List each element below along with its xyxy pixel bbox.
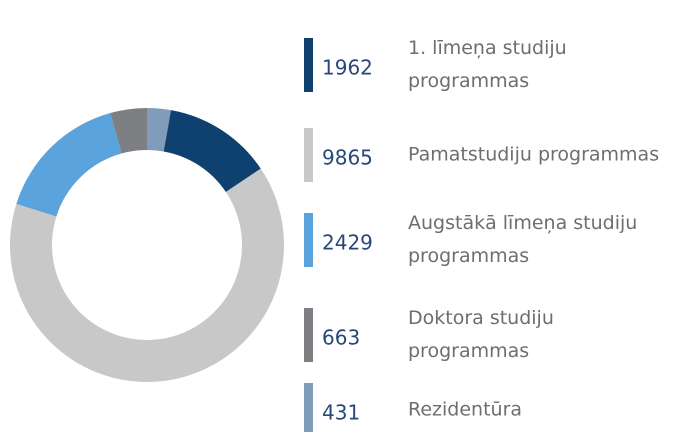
legend-value: 2429 [322,231,373,255]
donut-slice [147,108,172,152]
legend-value: 1962 [322,56,373,80]
legend-label: Doktora studiju [408,307,554,329]
legend-label: Augstākā līmeņa studiju [408,212,637,234]
legend-value: 9865 [322,146,373,170]
legend-swatch [304,38,313,92]
legend-value: 663 [322,326,360,350]
legend-label: programmas [408,245,529,267]
legend-swatch [304,308,313,362]
donut-slice [9,168,285,382]
donut-slice [16,113,122,217]
legend-label: Pamatstudiju programmas [408,144,659,166]
legend-label: Rezidentūra [408,399,522,421]
donut-slice [110,108,147,154]
legend-label: programmas [408,340,529,362]
legend-swatch [304,213,313,267]
legend-value: 431 [322,401,360,425]
legend-swatch [304,383,313,432]
donut-slice [163,110,261,193]
legend-label: programmas [408,70,529,92]
legend-label: 1. līmeņa studiju [408,37,567,59]
legend-swatch [304,128,313,182]
